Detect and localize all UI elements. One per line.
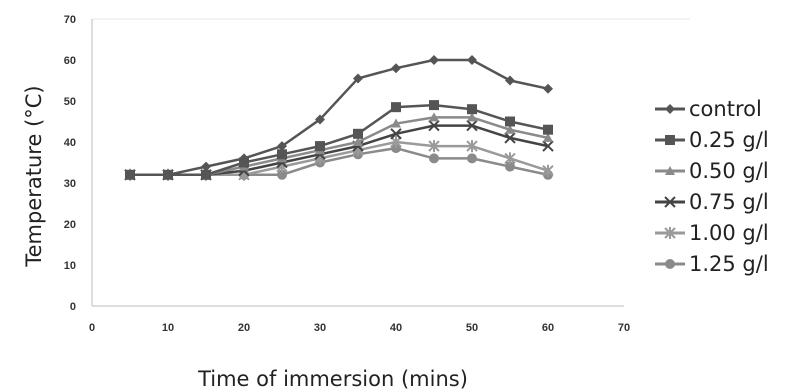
triangle-marker bbox=[543, 132, 553, 142]
square-marker bbox=[201, 169, 211, 180]
triangle-marker bbox=[467, 112, 477, 122]
square-marker bbox=[391, 102, 401, 113]
y-tick-label: 20 bbox=[64, 219, 76, 231]
legend-label: 1.00 g/l bbox=[689, 221, 769, 245]
x-tick-label: 20 bbox=[238, 322, 250, 334]
legend-label: 0.25 g/l bbox=[689, 128, 769, 152]
x-marker bbox=[664, 196, 676, 208]
diamond-marker bbox=[201, 161, 211, 172]
series-line bbox=[130, 103, 549, 177]
legend-item: 0.25 g/l bbox=[655, 128, 769, 152]
circle-marker bbox=[665, 259, 675, 269]
y-tick-label: 30 bbox=[64, 178, 76, 190]
diamond-marker bbox=[125, 169, 135, 180]
series-1 bbox=[125, 55, 553, 180]
series-3 bbox=[125, 112, 553, 179]
diamond-marker bbox=[391, 63, 401, 74]
series-line bbox=[130, 58, 549, 177]
legend-item: 0.75 g/l bbox=[655, 190, 769, 214]
legend-item: 1.00 g/l bbox=[655, 221, 769, 245]
diamond-marker bbox=[277, 141, 287, 152]
x-marker bbox=[504, 132, 516, 144]
diamond-marker bbox=[353, 73, 363, 84]
legend-label: 0.50 g/l bbox=[689, 159, 769, 183]
asterisk-marker bbox=[428, 140, 440, 153]
circle-marker bbox=[277, 169, 287, 180]
y-tick-labels: 0 10 20 30 40 50 60 70 bbox=[64, 14, 76, 313]
diamond-marker bbox=[429, 55, 439, 65]
x-tick-label: 30 bbox=[314, 322, 326, 334]
square-marker bbox=[277, 149, 287, 160]
circle-marker bbox=[429, 153, 439, 164]
triangle-marker bbox=[391, 118, 401, 128]
triangle-marker bbox=[505, 124, 515, 134]
x-axis-title: Time of immersion (mins) bbox=[197, 367, 468, 391]
x-marker bbox=[466, 119, 478, 132]
diamond-marker bbox=[163, 169, 173, 180]
legend-label: control bbox=[689, 97, 762, 121]
x-tick-label: 50 bbox=[466, 322, 478, 334]
series-line bbox=[130, 116, 549, 177]
x-marker bbox=[542, 140, 554, 152]
diamond-marker bbox=[543, 83, 553, 94]
y-axis-title: Temperature (°C) bbox=[22, 85, 46, 267]
triangle-marker bbox=[429, 112, 439, 122]
legend-item: control bbox=[655, 97, 762, 121]
legend-label: 0.75 g/l bbox=[689, 190, 769, 214]
circle-marker bbox=[467, 153, 477, 164]
series-2 bbox=[125, 100, 553, 180]
x-tick-label: 70 bbox=[618, 322, 630, 334]
x-marker bbox=[428, 119, 440, 132]
diamond-marker bbox=[505, 75, 515, 86]
triangle-marker bbox=[665, 166, 675, 175]
x-tick-labels: 0 10 20 30 40 50 60 70 bbox=[89, 322, 630, 334]
square-marker bbox=[353, 128, 363, 139]
diamond-marker bbox=[315, 114, 325, 125]
diamond-marker bbox=[467, 55, 477, 65]
square-marker bbox=[505, 116, 515, 127]
y-tick-label: 40 bbox=[64, 137, 76, 149]
square-marker bbox=[429, 100, 439, 111]
legend: control 0.25 g/l 0.50 g/l 0.75 g/l 1.00 g/l 1… bbox=[655, 97, 769, 276]
x-tick-label: 40 bbox=[390, 322, 402, 334]
legend-item: 1.25 g/l bbox=[655, 252, 769, 276]
square-marker bbox=[543, 124, 553, 135]
asterisk-marker bbox=[504, 152, 516, 165]
x-tick-label: 10 bbox=[162, 322, 174, 334]
asterisk-marker bbox=[542, 164, 554, 177]
diamond-marker bbox=[665, 104, 675, 114]
x-marker bbox=[390, 128, 402, 140]
series-line bbox=[130, 146, 549, 177]
y-tick-label: 60 bbox=[64, 55, 76, 67]
asterisk-marker bbox=[466, 140, 478, 153]
square-marker bbox=[467, 104, 477, 115]
y-tick-label: 0 bbox=[70, 301, 76, 313]
square-marker bbox=[665, 135, 675, 145]
asterisk-marker bbox=[390, 136, 402, 148]
y-tick-label: 10 bbox=[64, 260, 76, 272]
legend-item: 0.50 g/l bbox=[655, 159, 769, 183]
legend-label: 1.25 g/l bbox=[689, 252, 769, 276]
triangle-marker bbox=[353, 137, 363, 146]
square-marker bbox=[315, 141, 325, 152]
diamond-marker bbox=[239, 153, 249, 164]
y-tick-label: 50 bbox=[64, 96, 76, 108]
y-tick-label: 70 bbox=[64, 14, 76, 26]
asterisk-marker bbox=[664, 227, 676, 239]
x-tick-label: 60 bbox=[542, 322, 554, 334]
series-layer bbox=[124, 55, 554, 181]
x-tick-label: 0 bbox=[89, 322, 95, 334]
circle-marker bbox=[505, 161, 515, 172]
